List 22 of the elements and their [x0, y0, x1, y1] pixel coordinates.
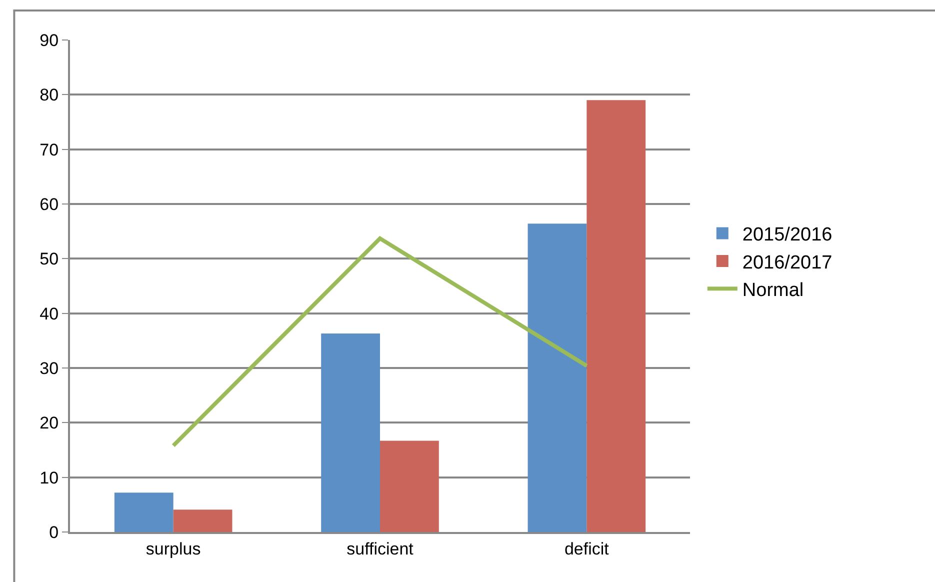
- y-tick-label: 0: [49, 522, 59, 542]
- y-tick-label: 10: [40, 468, 59, 488]
- y-tick-label: 40: [40, 304, 59, 324]
- y-tick-label: 20: [40, 414, 59, 433]
- y-tick-label: 60: [40, 194, 59, 214]
- x-tick-label: sufficient: [346, 539, 414, 558]
- y-tick-label: 90: [40, 30, 59, 50]
- legend-label: 2015/2016: [742, 224, 832, 246]
- y-tick-label: 80: [40, 86, 59, 105]
- bar: [114, 492, 174, 532]
- bar: [321, 334, 380, 532]
- legend-label: Normal: [742, 280, 804, 302]
- bar: [380, 440, 439, 532]
- bar: [586, 100, 646, 532]
- x-tick-label: surplus: [146, 539, 201, 558]
- legend-label: 2016/2017: [742, 252, 832, 274]
- x-tick-label: deficit: [564, 539, 610, 558]
- y-tick-label: 70: [40, 140, 59, 160]
- bar: [528, 224, 587, 532]
- bar: [173, 510, 232, 532]
- y-tick-label: 50: [40, 250, 59, 269]
- y-tick-label: 30: [40, 358, 59, 378]
